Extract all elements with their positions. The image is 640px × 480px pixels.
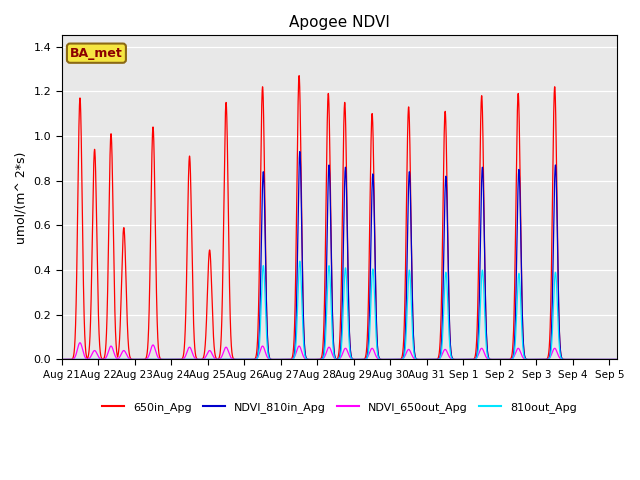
NDVI_810in_Apg — [307, 357, 315, 362]
810out_Apg — [613, 357, 621, 362]
NDVI_650out_Apg — [76, 340, 84, 346]
NDVI_810in_Apg — [296, 149, 303, 155]
810out_Apg — [556, 345, 563, 351]
NDVI_650out_Apg — [412, 357, 420, 362]
810out_Apg — [296, 258, 303, 264]
Line: 650in_Apg: 650in_Apg — [61, 75, 617, 360]
Line: NDVI_650out_Apg: NDVI_650out_Apg — [61, 343, 617, 360]
NDVI_650out_Apg — [307, 357, 315, 362]
Y-axis label: umol/(m^ 2*s): umol/(m^ 2*s) — [15, 151, 28, 243]
650in_Apg — [605, 357, 613, 362]
650in_Apg — [307, 357, 315, 362]
NDVI_810in_Apg — [412, 356, 420, 361]
810out_Apg — [58, 357, 65, 362]
650in_Apg — [613, 357, 621, 362]
810out_Apg — [307, 357, 315, 362]
NDVI_650out_Apg — [556, 355, 563, 360]
NDVI_810in_Apg — [613, 357, 621, 362]
Legend: 650in_Apg, NDVI_810in_Apg, NDVI_650out_Apg, 810out_Apg: 650in_Apg, NDVI_810in_Apg, NDVI_650out_A… — [97, 397, 581, 417]
NDVI_810in_Apg — [612, 357, 620, 362]
650in_Apg — [295, 72, 303, 78]
810out_Apg — [605, 357, 613, 362]
810out_Apg — [540, 357, 548, 362]
650in_Apg — [612, 357, 620, 362]
650in_Apg — [58, 357, 65, 362]
NDVI_810in_Apg — [605, 357, 613, 362]
NDVI_650out_Apg — [58, 357, 65, 362]
NDVI_810in_Apg — [540, 357, 548, 362]
Title: Apogee NDVI: Apogee NDVI — [289, 15, 390, 30]
650in_Apg — [540, 357, 548, 362]
NDVI_650out_Apg — [605, 357, 613, 362]
NDVI_650out_Apg — [612, 357, 620, 362]
810out_Apg — [412, 356, 420, 362]
650in_Apg — [556, 332, 563, 337]
Line: NDVI_810in_Apg: NDVI_810in_Apg — [61, 152, 617, 360]
Line: 810out_Apg: 810out_Apg — [61, 261, 617, 360]
650in_Apg — [412, 356, 420, 361]
NDVI_650out_Apg — [613, 357, 621, 362]
NDVI_650out_Apg — [540, 357, 548, 362]
810out_Apg — [612, 357, 620, 362]
NDVI_810in_Apg — [556, 332, 563, 337]
Text: BA_met: BA_met — [70, 47, 123, 60]
NDVI_810in_Apg — [58, 357, 65, 362]
